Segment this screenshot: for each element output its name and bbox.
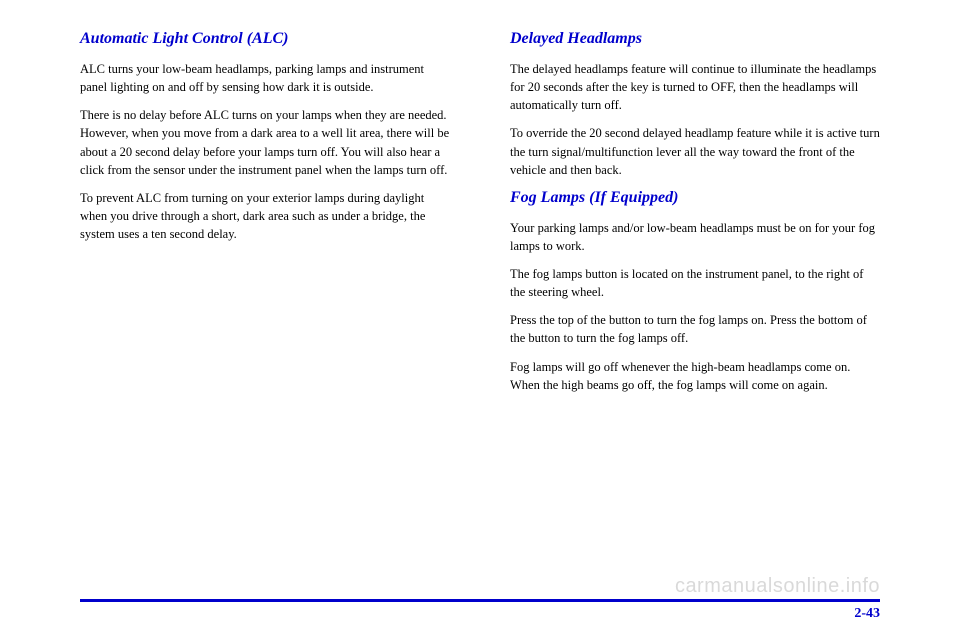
- alc-paragraph-3: To prevent ALC from turning on your exte…: [80, 189, 450, 243]
- alc-heading: Automatic Light Control (ALC): [80, 30, 450, 48]
- two-column-layout: Automatic Light Control (ALC) ALC turns …: [80, 30, 880, 404]
- left-column: Automatic Light Control (ALC) ALC turns …: [80, 30, 450, 404]
- footer-divider: [80, 599, 880, 602]
- page-footer: 2-43: [80, 599, 880, 622]
- delayed-headlamps-paragraph-2: To override the 20 second delayed headla…: [510, 124, 880, 178]
- fog-lamps-paragraph-2: The fog lamps button is located on the i…: [510, 265, 880, 301]
- watermark-text: carmanualsonline.info: [675, 575, 880, 598]
- alc-paragraph-2: There is no delay before ALC turns on yo…: [80, 106, 450, 179]
- fog-lamps-heading: Fog Lamps (If Equipped): [510, 189, 880, 207]
- right-column: Delayed Headlamps The delayed headlamps …: [510, 30, 880, 404]
- fog-lamps-paragraph-4: Fog lamps will go off whenever the high-…: [510, 358, 880, 394]
- delayed-headlamps-paragraph-1: The delayed headlamps feature will conti…: [510, 60, 880, 114]
- alc-paragraph-1: ALC turns your low-beam headlamps, parki…: [80, 60, 450, 96]
- manual-page: Automatic Light Control (ALC) ALC turns …: [0, 0, 960, 640]
- page-number: 2-43: [80, 606, 880, 622]
- fog-lamps-paragraph-1: Your parking lamps and/or low-beam headl…: [510, 219, 880, 255]
- fog-lamps-paragraph-3: Press the top of the button to turn the …: [510, 311, 880, 347]
- delayed-headlamps-heading: Delayed Headlamps: [510, 30, 880, 48]
